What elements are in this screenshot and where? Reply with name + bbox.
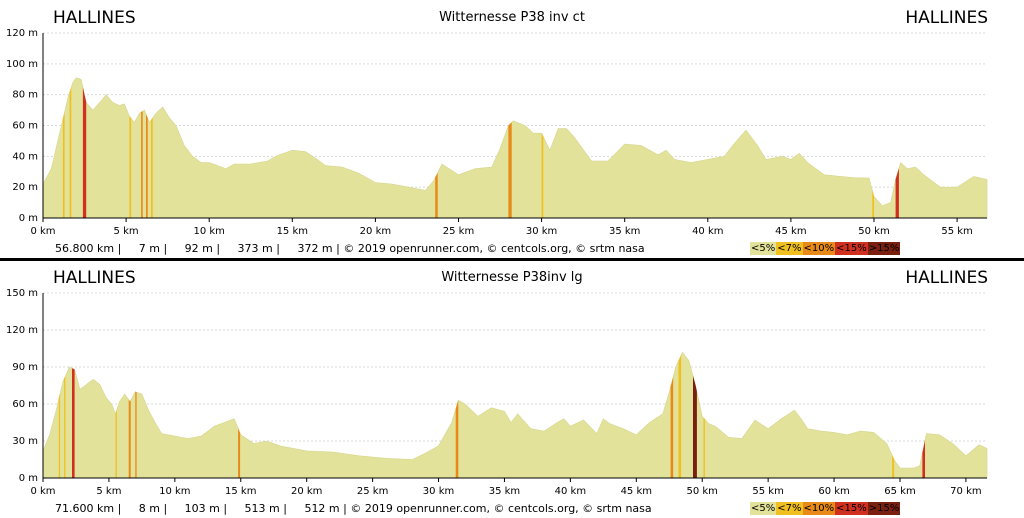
elevation-area — [42, 351, 988, 479]
steep-segment — [455, 400, 459, 478]
legend-item: <10% — [802, 242, 836, 255]
legend-item: >15% — [867, 242, 901, 255]
steep-segment — [151, 117, 153, 218]
legend-item: >15% — [867, 502, 901, 515]
legend-item: <10% — [802, 502, 836, 515]
x-tick-label: 60 km — [818, 486, 849, 497]
end-location-label: HALLINES — [905, 268, 988, 288]
x-tick-label: 55 km — [752, 486, 783, 497]
legend-item: <7% — [776, 242, 803, 255]
x-tick-label: 35 km — [489, 486, 520, 497]
x-tick-label: 30 km — [526, 226, 557, 237]
steep-segment — [541, 133, 544, 218]
y-tick-label: 0 m — [19, 213, 38, 224]
y-tick-label: 30 m — [12, 436, 38, 447]
x-tick-label: 0 km — [30, 226, 55, 237]
y-tick-label: 100 m — [6, 59, 38, 70]
x-tick-label: 70 km — [950, 486, 981, 497]
profile-panel: HALLINES Witternesse P38 inv ct HALLINES… — [0, 0, 1024, 258]
x-tick-label: 50 km — [686, 486, 717, 497]
steep-segment — [895, 168, 899, 218]
steep-segment — [64, 375, 66, 478]
steep-segment — [238, 428, 241, 478]
x-tick-label: 10 km — [159, 486, 190, 497]
start-location-label: HALLINES — [53, 268, 136, 288]
x-tick-label: 25 km — [443, 226, 474, 237]
y-tick-label: 120 m — [6, 28, 38, 39]
x-tick-label: 15 km — [225, 486, 256, 497]
steep-segment — [508, 122, 512, 218]
y-tick-label: 80 m — [12, 90, 38, 101]
steep-segment — [892, 455, 895, 478]
steep-segment — [146, 114, 148, 218]
steep-segment — [58, 393, 61, 478]
y-tick-label: 0 m — [19, 473, 38, 484]
panel-divider — [0, 258, 1024, 261]
profile-panel: HALLINES Witternesse P38inv lg HALLINES … — [0, 260, 1024, 518]
legend-item: <15% — [835, 502, 868, 515]
x-tick-label: 35 km — [609, 226, 640, 237]
steep-segment — [435, 172, 438, 218]
x-tick-label: 55 km — [941, 226, 972, 237]
route-stats: 71.600 km | 8 m | 103 m | 513 m | 512 m … — [55, 502, 652, 515]
x-tick-label: 0 km — [30, 486, 55, 497]
steep-segment — [69, 87, 72, 218]
steep-segment — [922, 440, 925, 478]
legend-item: <5% — [750, 242, 777, 255]
route-title: Witternesse P38 inv ct — [439, 10, 585, 25]
y-tick-label: 90 m — [12, 362, 38, 373]
y-tick-label: 40 m — [12, 151, 38, 162]
steep-segment — [141, 111, 143, 218]
route-title: Witternesse P38inv lg — [441, 270, 583, 285]
start-location-label: HALLINES — [53, 8, 136, 28]
x-tick-label: 25 km — [357, 486, 388, 497]
x-tick-label: 15 km — [277, 226, 308, 237]
steep-segment — [72, 368, 75, 478]
steep-segment — [872, 190, 874, 218]
steep-segment — [115, 409, 117, 478]
x-tick-label: 5 km — [96, 486, 121, 497]
legend-item: <7% — [776, 502, 803, 515]
steep-segment — [62, 111, 65, 218]
steep-segment — [678, 355, 682, 478]
steep-segment — [670, 376, 674, 478]
x-tick-label: 45 km — [775, 226, 806, 237]
y-tick-label: 120 m — [6, 325, 38, 336]
x-tick-label: 45 km — [621, 486, 652, 497]
x-tick-label: 40 km — [692, 226, 723, 237]
x-tick-label: 20 km — [360, 226, 391, 237]
x-tick-label: 50 km — [858, 226, 889, 237]
elevation-chart: 0 m 20 m 40 m 60 m 80 m 100 m 120 m 0 km 5 km 10 … — [6, 28, 988, 237]
y-tick-label: 150 m — [6, 288, 38, 299]
x-tick-label: 10 km — [193, 226, 224, 237]
y-tick-label: 60 m — [12, 399, 38, 410]
slope-legend: <5% <7% <10% <15% >15% — [750, 242, 901, 255]
route-stats: 56.800 km | 7 m | 92 m | 373 m | 372 m |… — [55, 242, 645, 255]
elevation-area — [42, 77, 988, 219]
legend-item: <15% — [835, 242, 868, 255]
y-tick-label: 20 m — [12, 182, 38, 193]
steep-segment — [703, 417, 705, 478]
x-tick-label: 5 km — [114, 226, 139, 237]
x-tick-label: 40 km — [555, 486, 586, 497]
steep-segment — [135, 391, 137, 478]
steep-segment — [129, 116, 132, 218]
steep-segment — [82, 87, 87, 218]
x-tick-label: 30 km — [423, 486, 454, 497]
end-location-label: HALLINES — [905, 8, 988, 28]
elevation-chart: 0 m 30 m 60 m 90 m 120 m 150 m 0 km 5 km 10 km 15… — [6, 288, 988, 497]
x-tick-label: 65 km — [884, 486, 915, 497]
y-tick-label: 60 m — [12, 121, 38, 132]
steep-segment — [128, 399, 131, 478]
steep-segment — [693, 375, 697, 478]
slope-legend: <5% <7% <10% <15% >15% — [750, 502, 901, 515]
x-tick-label: 20 km — [291, 486, 322, 497]
legend-item: <5% — [750, 502, 777, 515]
